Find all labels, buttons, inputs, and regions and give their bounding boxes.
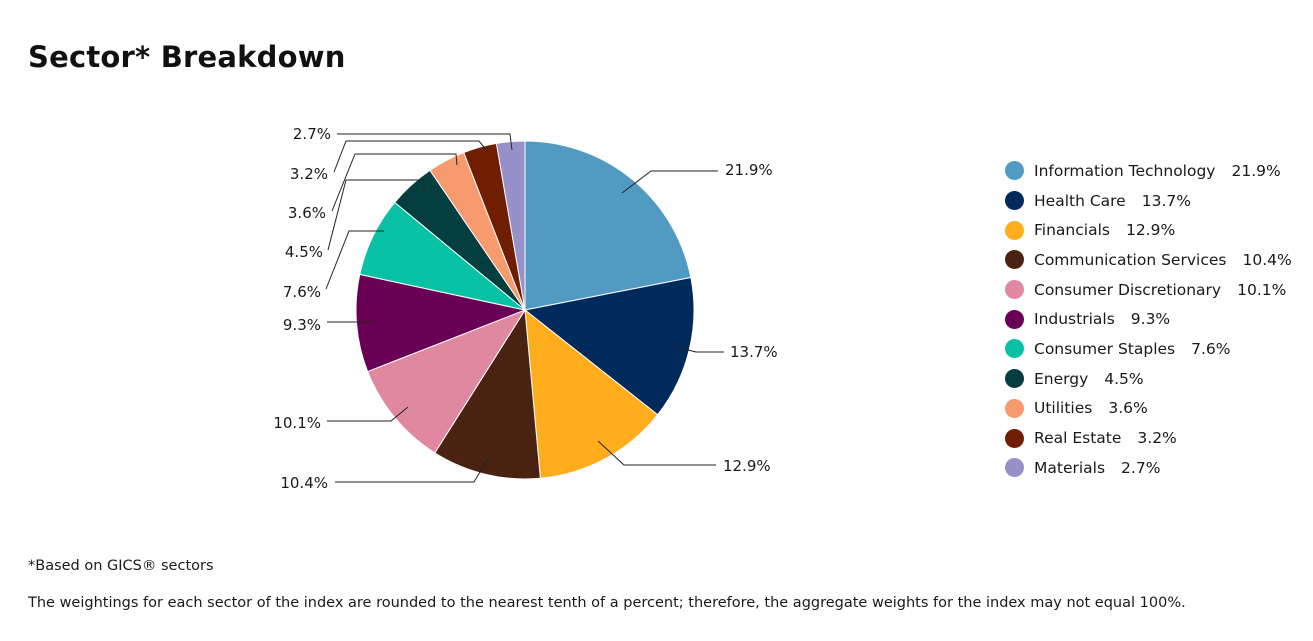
- legend-item-real-estate: Real Estate 3.2%: [1005, 423, 1292, 453]
- legend-item-financials: Financials 12.9%: [1005, 215, 1292, 245]
- pie-slice-communication-services: [434, 308, 541, 480]
- legend-value: 4.5%: [1104, 369, 1144, 388]
- legend-label: Utilities: [1034, 399, 1093, 418]
- legend-value: 2.7%: [1121, 458, 1161, 477]
- data-label-utilities: 3.6%: [288, 204, 326, 222]
- data-label-financials: 12.9%: [723, 457, 771, 475]
- leader-line-consumer-staples: [325, 230, 384, 290]
- legend-item-materials: Materials 2.7%: [1005, 453, 1292, 483]
- legend-swatch: [1005, 398, 1024, 418]
- legend-value: 3.6%: [1108, 399, 1148, 418]
- legend-swatch: [1005, 280, 1024, 300]
- leader-line-energy: [327, 179, 425, 251]
- page-title: Sector* Breakdown: [28, 40, 346, 74]
- leader-line-financials: [597, 440, 716, 466]
- legend-label: Real Estate: [1034, 429, 1122, 448]
- legend-label: Energy: [1034, 369, 1089, 388]
- legend-label: Consumer Staples: [1034, 339, 1176, 358]
- legend-swatch: [1005, 339, 1024, 359]
- legend-swatch: [1005, 309, 1024, 329]
- pie-slice-financials: [524, 308, 659, 479]
- legend-item-consumer-discretionary: Consumer Discretionary 10.1%: [1005, 275, 1292, 305]
- data-label-information-technology: 21.9%: [725, 161, 773, 179]
- legend-item-health-care: Health Care 13.7%: [1005, 186, 1292, 216]
- legend-item-industrials: Industrials 9.3%: [1005, 304, 1292, 334]
- data-label-health-care: 13.7%: [730, 343, 778, 361]
- data-label-industrials: 9.3%: [283, 316, 321, 334]
- legend-value: 13.7%: [1141, 191, 1191, 210]
- legend-value: 10.1%: [1237, 280, 1287, 299]
- legend-swatch: [1005, 161, 1024, 181]
- legend-value: 12.9%: [1125, 221, 1176, 240]
- legend-item-communication-services: Communication Services 10.4%: [1005, 245, 1292, 275]
- pie-slice-health-care: [523, 276, 695, 416]
- data-label-communication-services: 10.4%: [280, 474, 328, 492]
- legend-label: Consumer Discretionary: [1034, 280, 1222, 299]
- legend-swatch: [1005, 250, 1024, 270]
- legend-swatch: [1005, 220, 1024, 240]
- legend-label: Communication Services: [1034, 250, 1227, 269]
- legend-label: Information Technology: [1034, 161, 1216, 180]
- gics-footnote: *Based on GICS® sectors: [28, 558, 214, 574]
- legend-label: Industrials: [1034, 310, 1115, 329]
- legend-item-consumer-staples: Consumer Staples 7.6%: [1005, 334, 1292, 364]
- legend-value: 10.4%: [1242, 250, 1292, 269]
- leader-line-real-estate: [333, 140, 489, 173]
- pie-slice-information-technology: [524, 140, 692, 311]
- legend-label: Health Care: [1034, 191, 1126, 210]
- leader-line-materials: [337, 133, 513, 151]
- rounding-disclaimer: The weightings for each sector of the in…: [28, 595, 1186, 611]
- legend-item-utilities: Utilities 3.6%: [1005, 394, 1292, 424]
- legend-value: 9.3%: [1130, 310, 1171, 329]
- legend-item-energy: Energy 4.5%: [1005, 364, 1292, 394]
- legend-label: Materials: [1034, 458, 1106, 477]
- legend-value: 3.2%: [1137, 429, 1177, 448]
- legend-value: 7.6%: [1191, 339, 1231, 358]
- pie-slice-industrials: [355, 273, 527, 373]
- leader-line-health-care: [671, 345, 724, 353]
- leader-line-utilities: [331, 153, 458, 212]
- legend-value: 21.9%: [1231, 161, 1281, 180]
- legend-label: Financials: [1034, 221, 1110, 240]
- legend-swatch: [1005, 458, 1024, 478]
- pie-data-labels: 21.9% 13.7% 12.9% 10.4% 10.1% 9.3% 7.6% 4.5% 3.6…: [273, 125, 777, 492]
- data-label-consumer-staples: 7.6%: [283, 283, 321, 301]
- leader-line-communication-services: [335, 456, 490, 483]
- pie-leader-lines: [325, 133, 724, 483]
- leader-line-consumer-discretionary: [327, 406, 409, 422]
- data-label-materials: 2.7%: [293, 125, 331, 143]
- data-label-consumer-discretionary: 10.1%: [273, 414, 321, 432]
- leader-line-information-technology: [621, 170, 718, 194]
- legend-swatch: [1005, 428, 1024, 448]
- chart-legend: Information Technology 21.9% Health Care 13…: [1005, 156, 1292, 483]
- legend-item-information-technology: Information Technology 21.9%: [1005, 156, 1292, 186]
- legend-swatch: [1005, 191, 1024, 211]
- data-label-real-estate: 3.2%: [290, 165, 328, 183]
- pie-slices: [355, 140, 695, 480]
- legend-swatch: [1005, 369, 1024, 389]
- data-label-energy: 4.5%: [285, 243, 323, 261]
